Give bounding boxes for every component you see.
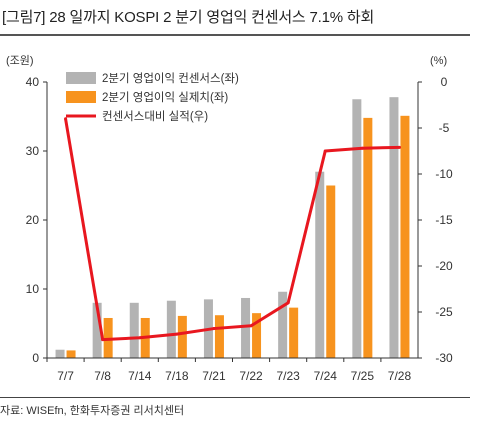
line-point-ratio (175, 332, 179, 336)
bar-actual (400, 115, 410, 358)
bar-actual (252, 313, 262, 358)
line-point-ratio (360, 146, 364, 150)
legend-label-actual: 2분기 영업이익 실제치(좌) (102, 91, 228, 104)
bar-consensus (55, 349, 65, 358)
bar-consensus (389, 97, 399, 359)
bar-actual (363, 117, 373, 358)
bar-consensus (352, 99, 362, 358)
left-tick-label: 0 (32, 351, 39, 365)
left-axis-unit: (조원) (6, 54, 34, 67)
x-tick-label: 7/14 (128, 369, 152, 383)
bar-consensus (278, 291, 288, 358)
bar-consensus (166, 300, 176, 358)
x-tick-label: 7/8 (94, 369, 111, 383)
legend-swatch-actual (66, 91, 96, 103)
bar-consensus (92, 302, 102, 358)
right-tick-label: 0 (441, 75, 448, 89)
title-divider (0, 34, 470, 36)
bar-consensus (129, 302, 139, 358)
line-point-ratio (212, 327, 216, 331)
x-tick-label: 7/28 (388, 369, 412, 383)
right-tick-label: -30 (435, 351, 453, 365)
line-point-ratio (323, 149, 327, 153)
bars-layer (55, 97, 410, 359)
right-tick-label: -25 (435, 305, 453, 319)
right-tick-label: -10 (435, 167, 453, 181)
line-point-ratio (101, 338, 105, 342)
right-axis-unit: (%) (430, 55, 447, 67)
chart-title: [그림7] 28 일까지 KOSPI 2 분기 영업익 컨센서스 7.1% 하회 (2, 9, 375, 26)
x-tick-label: 7/24 (314, 369, 338, 383)
bar-actual (289, 307, 299, 358)
right-tick-label: -20 (435, 259, 453, 273)
axes-layer: 0 10 20 30 40 0 -5 -10 -15 -20 -25 -30 7/7 7/8 7/14 7/1… (26, 75, 453, 383)
line-point-ratio (249, 324, 253, 328)
bar-consensus (315, 171, 325, 358)
x-tick-label: 7/25 (351, 369, 375, 383)
line-point-ratio (138, 336, 142, 340)
left-tick-label: 30 (26, 144, 40, 158)
bar-actual (177, 315, 187, 358)
bar-actual (66, 350, 76, 358)
source-note: 자료: WISEfn, 한화투자증권 리서치센터 (0, 405, 185, 417)
right-tick-label: -15 (435, 213, 453, 227)
x-tick-label: 7/21 (202, 369, 226, 383)
left-tick-label: 40 (26, 75, 40, 89)
legend-label-consensus: 2분기 영업이익 컨센서스(좌) (102, 72, 239, 85)
left-tick-label: 20 (26, 213, 40, 227)
bar-actual (326, 185, 336, 358)
line-ratio (64, 118, 400, 342)
x-tick-label: 7/7 (57, 369, 74, 383)
x-tick-label: 7/22 (239, 369, 263, 383)
bar-actual (214, 315, 224, 358)
line-point-ratio (286, 301, 290, 305)
x-tick-label: 7/23 (276, 369, 300, 383)
line-point-ratio (64, 117, 68, 121)
chart-area: (조원) (%) 0 10 20 30 40 0 -5 -10 -15 -20 -25 -30 7/7 7… (6, 54, 453, 383)
legend-label-ratio: 컨센서스대비 실적(우) (102, 110, 208, 123)
right-tick-label: -5 (439, 121, 450, 135)
legend: 2분기 영업이익 컨센서스(좌) 2분기 영업이익 실제치(좌) 컨센서스대비 … (66, 72, 239, 123)
line-point-ratio (397, 145, 401, 149)
bottom-divider (0, 397, 470, 398)
left-tick-label: 10 (26, 282, 40, 296)
bar-consensus (241, 297, 251, 358)
line-layer (64, 117, 401, 342)
legend-swatch-consensus (66, 72, 96, 84)
x-tick-label: 7/18 (165, 369, 189, 383)
